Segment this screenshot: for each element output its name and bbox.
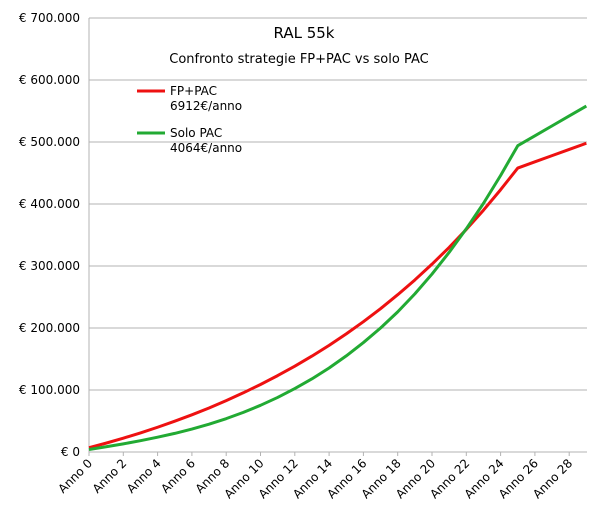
x-tick-label: Anno 4 — [124, 456, 164, 496]
chart-subtitle: Confronto strategie FP+PAC vs solo PAC — [169, 52, 428, 67]
y-tick-label: € 300.000 — [19, 259, 80, 273]
axes — [88, 18, 587, 456]
series-lines — [88, 104, 588, 451]
y-axis-ticks: € 0 € 100.000 € 200.000 € 300.000 € 400.000 €… — [19, 11, 80, 459]
y-tick-label: € 200.000 — [19, 321, 80, 335]
x-tick-label: Anno 6 — [158, 456, 198, 496]
x-tick-label: Anno 0 — [55, 456, 95, 496]
legend-label: FP+PAC — [170, 84, 217, 98]
legend-label: Solo PAC — [170, 126, 222, 140]
y-tick-label: € 600.000 — [19, 73, 80, 87]
y-tick-label: € 0 — [61, 445, 80, 459]
y-tick-label: € 100.000 — [19, 383, 80, 397]
y-tick-label: € 700.000 — [19, 11, 80, 25]
x-tick-label: Anno 2 — [90, 456, 130, 496]
chart-title: RAL 55k — [274, 24, 335, 42]
legend-sublabel: 4064€/anno — [170, 141, 242, 155]
series-line — [88, 141, 587, 450]
y-tick-label: € 400.000 — [19, 197, 80, 211]
series-line — [88, 104, 588, 451]
gridlines — [89, 17, 587, 391]
y-tick-label: € 500.000 — [19, 135, 80, 149]
legend-sublabel: 6912€/anno — [170, 99, 242, 113]
